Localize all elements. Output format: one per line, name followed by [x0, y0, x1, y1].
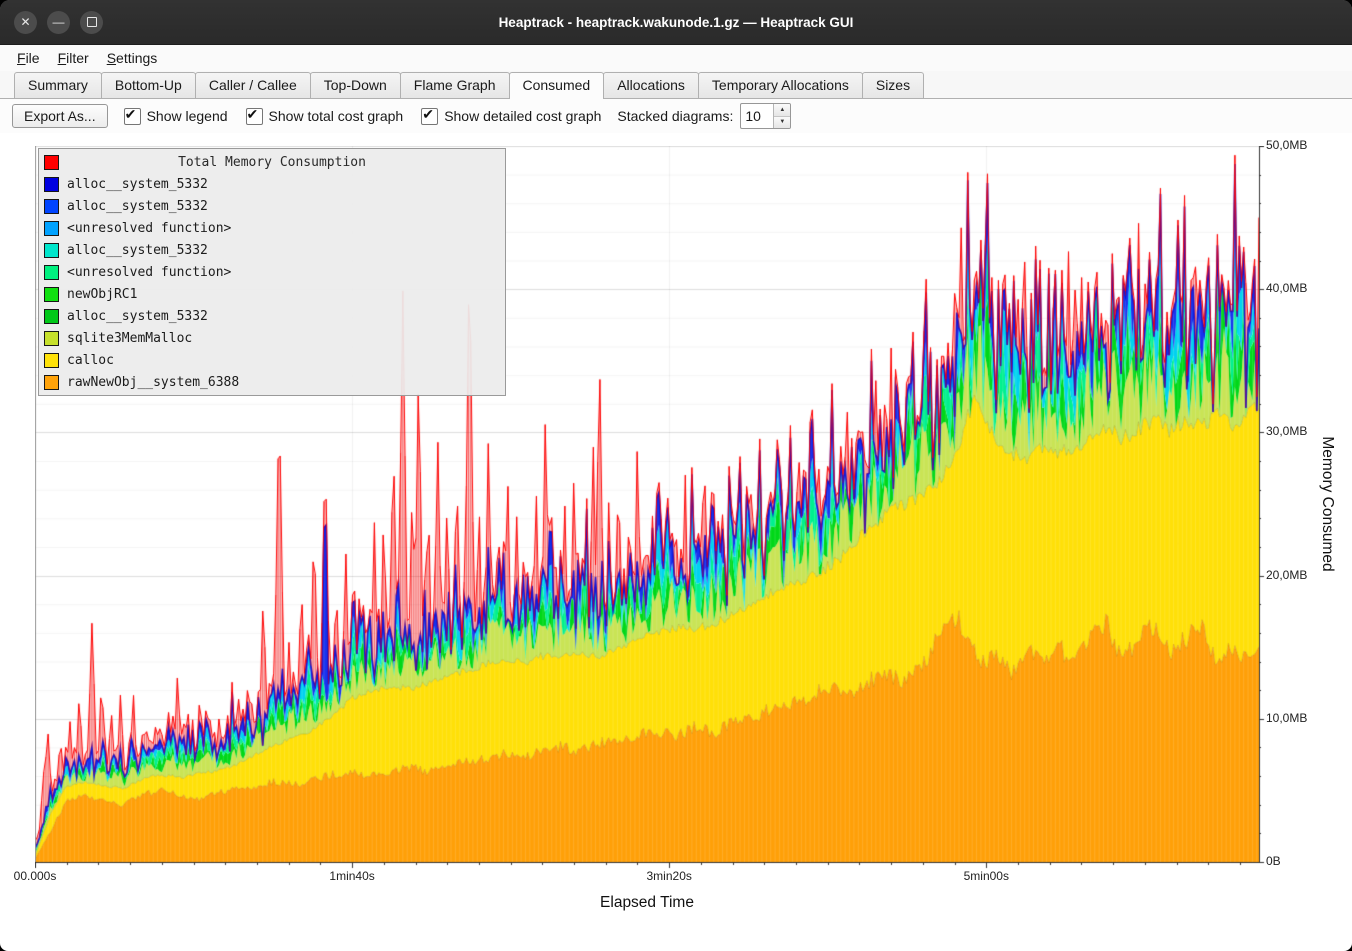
checkbox-group: ✔ Show legend ✔ Show total cost graph ✔ Show …	[123, 105, 602, 125]
checkbox-label: Show detailed cost graph	[444, 108, 602, 124]
legend-item-alloc-system-5332-1: alloc__system_5332	[41, 195, 503, 217]
spinbox-buttons: ▲ ▼	[773, 104, 791, 128]
spinbox-up-arrow-icon[interactable]: ▲	[774, 104, 791, 117]
stacked-diagrams-group: Stacked diagrams: 10 ▲ ▼	[617, 103, 792, 129]
legend-label: calloc	[67, 352, 114, 368]
tab-summary[interactable]: Summary	[14, 72, 102, 98]
legend-item-calloc-8: calloc	[41, 349, 503, 371]
legend-swatch	[44, 176, 59, 192]
menubar: File Filter Settings	[0, 45, 1352, 71]
tab-bar: Summary Bottom-Up Caller / Callee Top-Down F…	[0, 71, 1352, 99]
tab-flame-graph[interactable]: Flame Graph	[399, 72, 510, 98]
checkbox-show-total-cost-graph[interactable]: ✔ Show total cost graph	[245, 105, 404, 125]
legend-label: alloc__system_5332	[67, 176, 208, 192]
check-icon: ✔	[124, 105, 137, 122]
tab-caller-callee[interactable]: Caller / Callee	[194, 72, 311, 98]
legend-title-row: Total Memory Consumption	[41, 151, 503, 173]
legend-label: alloc__system_5332	[67, 198, 208, 214]
memory-consumption-chart: Total Memory Consumption alloc__system_53…	[0, 133, 1352, 951]
legend-swatch-total	[44, 154, 59, 170]
legend-swatch	[44, 330, 59, 346]
close-button[interactable]: ✕	[14, 10, 37, 34]
tab-sizes[interactable]: Sizes	[861, 72, 925, 98]
stacked-diagrams-spinbox[interactable]: 10 ▲ ▼	[740, 103, 792, 129]
legend-item-alloc-system-5332-0: alloc__system_5332	[41, 173, 503, 195]
legend-swatch	[44, 264, 59, 280]
legend-item-newobjrc1-5: newObjRC1	[41, 283, 503, 305]
export-as-button[interactable]: Export As...	[12, 104, 108, 128]
spinbox-down-arrow-icon[interactable]: ▼	[774, 116, 791, 128]
menu-file[interactable]: File	[17, 50, 40, 66]
titlebar: ✕ — Heaptrack - heaptrack.wakunode.1.gz …	[0, 0, 1352, 45]
checkbox-label: Show legend	[146, 108, 228, 124]
toolbar: Export As... ✔ Show legend ✔ Show total cos…	[0, 99, 1352, 133]
y-tick-0b: 0B	[1266, 854, 1281, 868]
legend-item-rawnewobj-system-6388-9: rawNewObj__system_6388	[41, 371, 503, 393]
legend-item-unresolved-function-4: <unresolved function>	[41, 261, 503, 283]
legend-label: alloc__system_5332	[67, 242, 208, 258]
x-axis-title: Elapsed Time	[600, 894, 694, 911]
menu-settings[interactable]: Settings	[106, 50, 158, 66]
y-axis-title: Memory Consumed	[1319, 436, 1336, 572]
legend-swatch	[44, 198, 59, 214]
legend-swatch	[44, 220, 59, 236]
legend-swatch	[44, 286, 59, 302]
checkbox-box[interactable]: ✔	[245, 105, 263, 125]
maximize-icon	[86, 17, 97, 27]
checkbox-label: Show total cost graph	[268, 108, 404, 124]
y-tick-50-0mb: 50,0MB	[1266, 138, 1308, 152]
legend-label: alloc__system_5332	[67, 308, 208, 324]
checkbox-box[interactable]: ✔	[123, 105, 141, 125]
tab-consumed[interactable]: Consumed	[508, 72, 605, 99]
stacked-diagrams-label: Stacked diagrams:	[617, 108, 734, 124]
legend-swatch	[44, 308, 59, 324]
checkbox-show-detailed-cost-graph[interactable]: ✔ Show detailed cost graph	[421, 105, 602, 125]
tab-allocations[interactable]: Allocations	[603, 72, 699, 98]
legend-swatch	[44, 374, 59, 390]
check-icon: ✔	[422, 105, 434, 122]
legend-label: <unresolved function>	[67, 264, 232, 280]
tab-temporary-allocations[interactable]: Temporary Allocations	[697, 72, 863, 98]
maximize-button[interactable]	[80, 10, 103, 34]
x-tick-00-000s: 00.000s	[13, 869, 57, 883]
checkbox-show-legend[interactable]: ✔ Show legend	[123, 105, 228, 125]
legend-item-alloc-system-5332-6: alloc__system_5332	[41, 305, 503, 327]
legend-item-alloc-system-5332-3: alloc__system_5332	[41, 239, 503, 261]
check-icon: ✔	[246, 105, 259, 122]
legend-item-sqlite3memmalloc-7: sqlite3MemMalloc	[41, 327, 503, 349]
minimize-button[interactable]: —	[47, 10, 70, 34]
legend-label: newObjRC1	[67, 286, 138, 302]
window-title: Heaptrack - heaptrack.wakunode.1.gz — He…	[498, 14, 854, 30]
x-tick-3min20s: 3min20s	[646, 869, 692, 883]
legend-label: <unresolved function>	[67, 220, 232, 236]
y-tick-20-0mb: 20,0MB	[1266, 567, 1308, 582]
menu-filter[interactable]: Filter	[57, 50, 89, 66]
tab-top-down[interactable]: Top-Down	[309, 72, 401, 98]
x-tick-5min00s: 5min00s	[963, 869, 1009, 883]
chart-legend: Total Memory Consumption alloc__system_53…	[38, 148, 506, 396]
y-tick-10-0mb: 10,0MB	[1266, 710, 1308, 725]
legend-label: sqlite3MemMalloc	[67, 330, 193, 346]
legend-swatch	[44, 352, 59, 368]
checkbox-box[interactable]: ✔	[421, 105, 439, 125]
legend-title: Total Memory Consumption	[178, 154, 366, 170]
y-tick-40-0mb: 40,0MB	[1266, 281, 1308, 296]
legend-label: rawNewObj__system_6388	[67, 374, 240, 390]
spinbox-value: 10	[745, 108, 761, 124]
tab-bottom-up[interactable]: Bottom-Up	[100, 72, 196, 98]
window-controls: ✕ —	[14, 10, 103, 34]
y-tick-30-0mb: 30,0MB	[1266, 424, 1308, 439]
legend-item-unresolved-function-2: <unresolved function>	[41, 217, 503, 239]
legend-swatch	[44, 242, 59, 258]
x-tick-1min40s: 1min40s	[329, 869, 375, 883]
